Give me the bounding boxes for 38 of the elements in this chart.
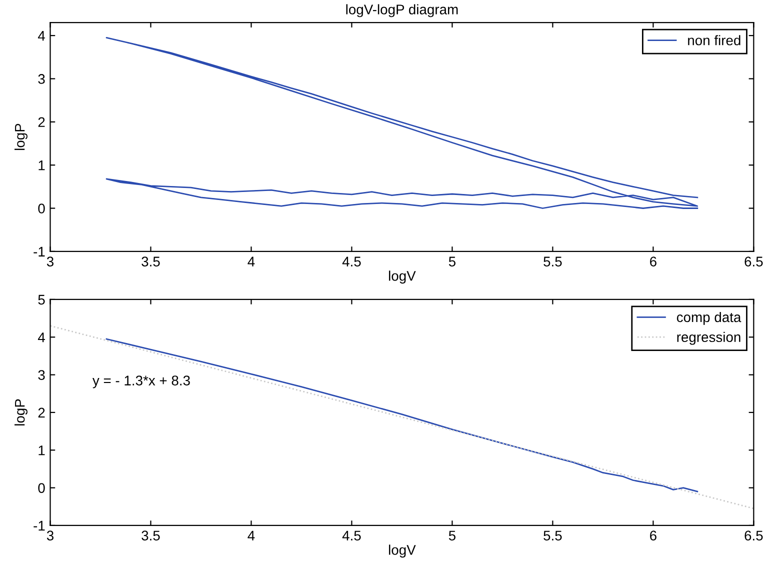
x-tick-label: 5.5 <box>544 530 562 541</box>
x-tick-label: 3 <box>46 256 54 266</box>
y-tick-label: 2 <box>38 408 45 418</box>
y-tick-label: -1 <box>34 520 45 530</box>
x-tick-label: 5 <box>448 256 456 266</box>
x-axis-title: logV <box>388 270 416 284</box>
y-tick-label: 0 <box>38 483 45 493</box>
x-tick-label: 6 <box>650 256 656 266</box>
y-tick-label: 2 <box>38 117 45 127</box>
x-tick-label: 3.5 <box>142 256 160 266</box>
x-axis-title: logV <box>388 544 416 558</box>
x-tick-label: 4 <box>248 530 255 540</box>
y-tick-label: 5 <box>38 294 45 305</box>
x-tick-label: 6.5 <box>744 256 763 266</box>
chart-title: logV-logP diagram <box>346 4 458 18</box>
legend-label: comp data <box>676 312 742 325</box>
x-tick-label: 6.5 <box>744 530 763 541</box>
x-tick-label: 5.5 <box>544 256 562 266</box>
x-tick-label: 4 <box>248 256 255 266</box>
x-tick-label: 4.5 <box>342 256 361 266</box>
x-tick-label: 3.5 <box>142 530 160 541</box>
annotation: y = - 1.3*x + 8.3 <box>92 376 190 388</box>
y-tick-label: 1 <box>38 160 45 170</box>
y-tick-label: 1 <box>38 446 45 456</box>
y-tick-label: 4 <box>38 31 45 41</box>
x-tick-label: 5 <box>448 530 456 541</box>
y-tick-label: -1 <box>34 246 45 256</box>
x-tick-label: 3 <box>46 530 54 541</box>
y-tick-label: 3 <box>38 370 45 380</box>
y-tick-label: 4 <box>38 332 45 342</box>
legend-label: non fired <box>688 35 740 46</box>
y-tick-label: 3 <box>38 74 45 84</box>
x-tick-label: 6 <box>650 530 656 541</box>
x-tick-label: 4.5 <box>342 530 361 541</box>
legend-label: regression <box>677 332 740 345</box>
y-axis-title: logP <box>14 399 28 426</box>
y-axis-title: logP <box>14 124 28 150</box>
y-tick-label: 0 <box>38 204 45 214</box>
